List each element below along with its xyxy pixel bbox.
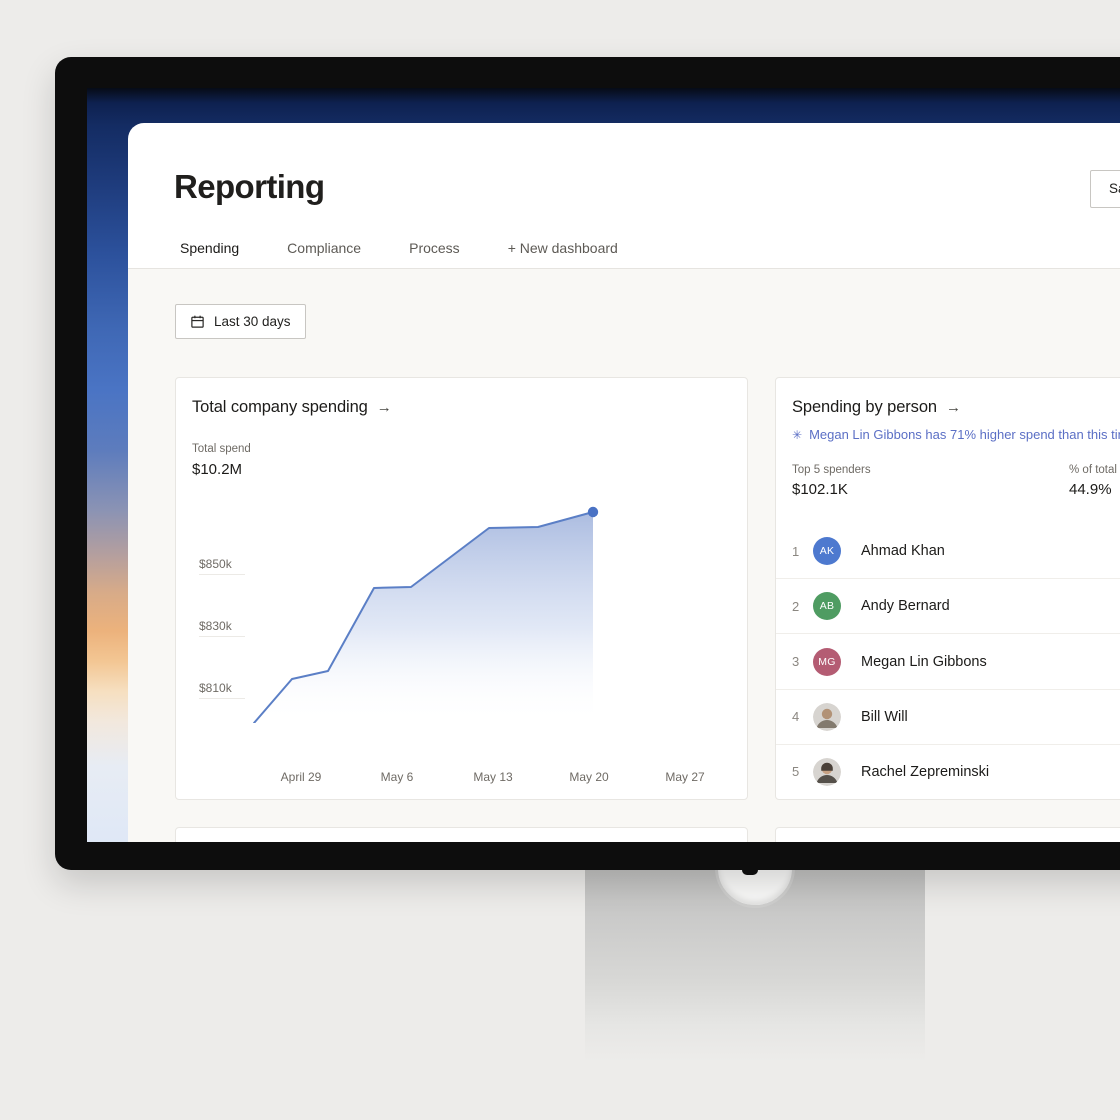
monitor-screen: Reporting Save Spending Compliance Process…	[87, 88, 1120, 842]
x-axis-tick: May 6	[380, 770, 414, 784]
person-rank: 4	[792, 709, 800, 725]
arrow-right-icon: →	[945, 399, 961, 416]
avatar-initials-text: MG	[818, 655, 836, 668]
person-name: Megan Lin Gibbons	[861, 653, 987, 670]
person-name: Andy Bernard	[861, 598, 950, 615]
y-axis-tick: $850k	[199, 557, 245, 575]
insight-text: Megan Lin Gibbons has 71% higher spend t…	[809, 427, 1120, 442]
save-button[interactable]: Save	[1090, 170, 1120, 208]
person-row[interactable]: 1 AK Ahmad Khan	[776, 524, 1120, 578]
person-rank: 2	[792, 598, 800, 614]
stat-label-pct-total: % of total payments	[1069, 464, 1120, 476]
calendar-icon	[190, 314, 205, 329]
avatar-photo	[813, 757, 841, 786]
total-spending-card-header[interactable]: Total company spending →	[192, 398, 392, 417]
date-range-label: Last 30 days	[214, 314, 291, 329]
card-title: Total company spending	[192, 398, 368, 416]
header-divider	[128, 268, 1120, 269]
metric-value: $10.2M	[192, 461, 243, 478]
person-row[interactable]: 4 Bill Will	[776, 688, 1120, 744]
person-row[interactable]: 2 AB Andy Bernard	[776, 578, 1120, 633]
monitor-frame: Reporting Save Spending Compliance Process…	[55, 57, 1120, 870]
total-spending-card: Total company spending → Total spend $10…	[175, 377, 748, 800]
avatar-initials: AK	[813, 537, 841, 566]
x-axis-tick: May 20	[569, 770, 609, 784]
x-axis-tick: May 13	[473, 770, 513, 784]
lower-right-card	[775, 827, 1120, 842]
spending-area-chart	[253, 506, 599, 723]
tab-bar: Spending Compliance Process + New dashboard	[180, 240, 618, 270]
avatar-initials: MG	[813, 647, 841, 676]
person-rank: 1	[792, 543, 800, 559]
stat-value-pct-total: 44.9%	[1069, 481, 1112, 498]
tab-process[interactable]: Process	[409, 240, 460, 256]
page-title: Reporting	[174, 168, 325, 205]
top-spenders-list: 1 AK Ahmad Khan 2 AB Andy Bernard 3 MG Megan Lin…	[776, 524, 1120, 799]
spending-by-person-card: Spending by person → ✳ Megan Lin Gibbons…	[775, 377, 1120, 800]
avatar-initials-text: AK	[819, 545, 835, 558]
spending-by-person-card-header[interactable]: Spending by person →	[792, 398, 961, 417]
sparkle-asterisk-icon: ✳	[792, 427, 803, 442]
person-name: Rachel Zepreminski	[861, 763, 990, 780]
x-axis-tick: April 29	[280, 770, 322, 784]
monitor-bezel-notch	[742, 868, 758, 875]
person-row[interactable]: 5 Rachel Zepreminski	[776, 743, 1120, 799]
tab-new-dashboard[interactable]: + New dashboard	[507, 240, 618, 256]
tab-spending[interactable]: Spending	[180, 240, 240, 270]
stat-label-top-spenders: Top 5 spenders	[792, 464, 871, 476]
arrow-right-icon: →	[376, 399, 392, 416]
x-axis-tick: May 27	[665, 770, 705, 784]
metric-label: Total spend	[192, 443, 251, 455]
y-axis-tick: $830k	[199, 619, 245, 637]
dashboard-panel: Reporting Save Spending Compliance Process…	[128, 123, 1120, 842]
y-axis-tick: $810k	[199, 681, 245, 699]
avatar-photo	[813, 702, 841, 731]
avatar-initials: AB	[813, 592, 841, 621]
person-rank: 5	[792, 764, 800, 780]
person-name: Bill Will	[861, 708, 908, 725]
card-title: Spending by person	[792, 398, 937, 416]
person-rank: 3	[792, 654, 800, 669]
lower-left-card	[175, 827, 748, 842]
person-row[interactable]: 3 MG Megan Lin Gibbons	[776, 633, 1120, 688]
person-name: Ahmad Khan	[861, 543, 945, 560]
date-range-button[interactable]: Last 30 days	[175, 304, 306, 339]
avatar-initials-text: AB	[819, 600, 835, 613]
insight-link[interactable]: ✳ Megan Lin Gibbons has 71% higher spend…	[792, 427, 1120, 442]
stat-value-top-spenders: $102.1K	[792, 481, 848, 498]
tab-compliance[interactable]: Compliance	[287, 240, 362, 256]
